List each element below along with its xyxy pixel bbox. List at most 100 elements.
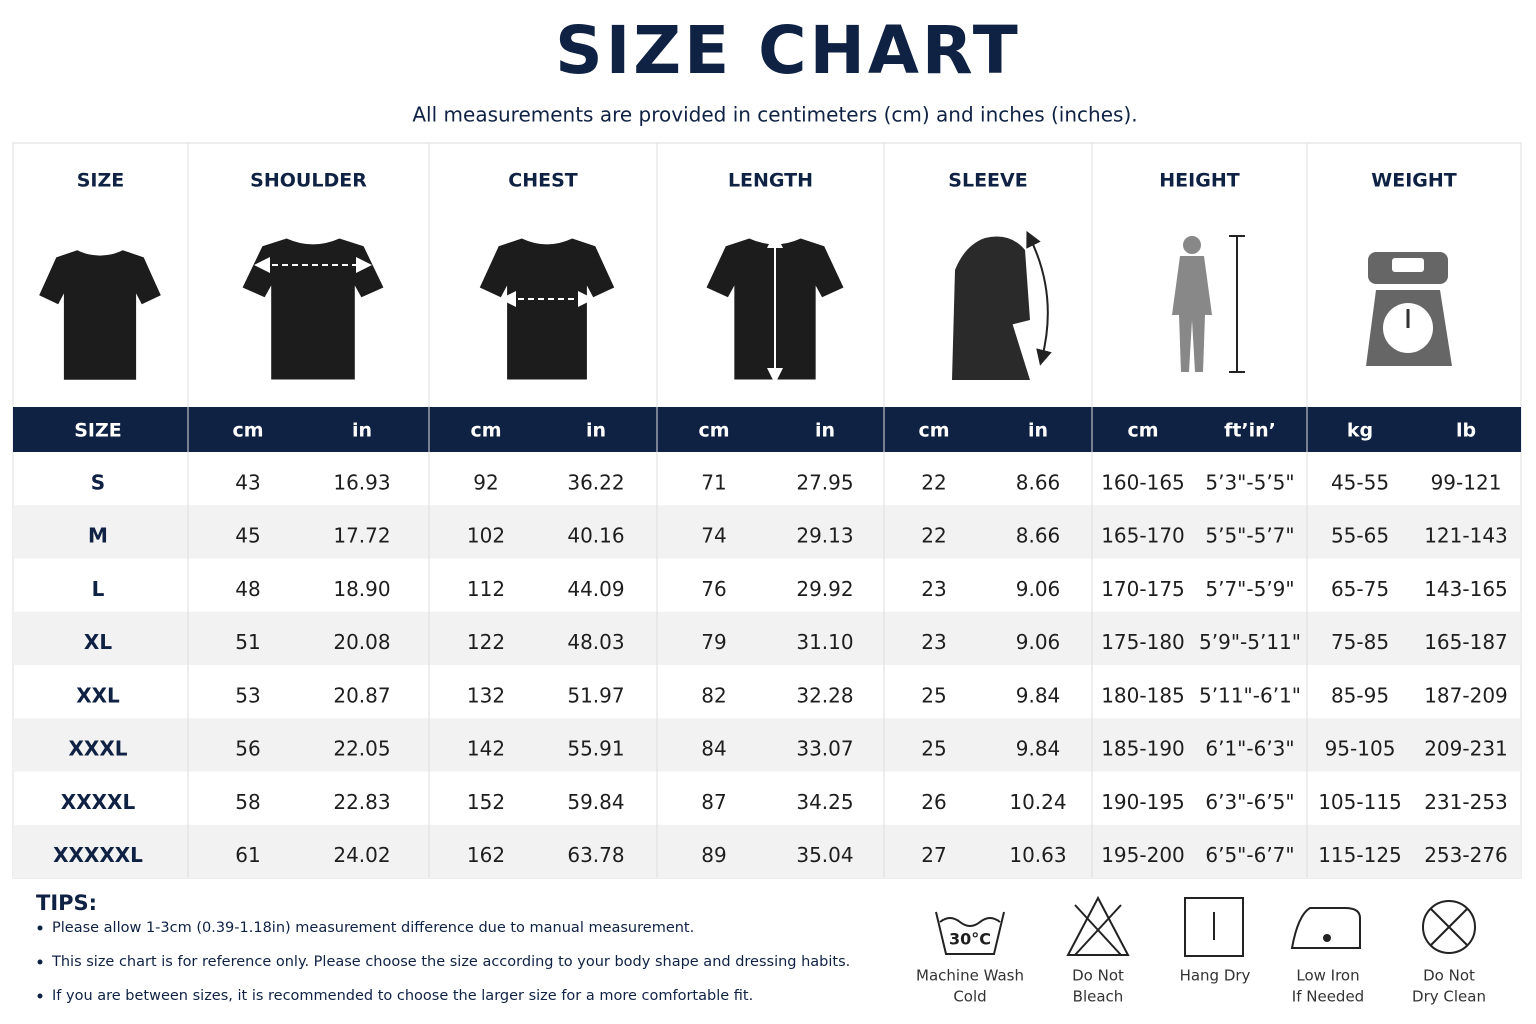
care-label: Cold [953,988,986,1006]
table-cell: 20.08 [333,630,390,654]
care-label: Low Iron [1296,967,1359,985]
table-cell: 65-75 [1331,577,1389,601]
table-cell: 59.84 [567,790,624,814]
table-cell: 165-170 [1101,524,1185,548]
table-cell: 5’9"-5’11" [1199,630,1301,654]
table-cell: 43 [235,470,260,494]
table-cell: 16.93 [333,470,390,494]
table-cell: 175-180 [1101,630,1185,654]
sub-header: cm [698,420,729,442]
table-cell: 115-125 [1318,843,1402,867]
table-cell: 9.84 [1016,683,1061,707]
size-label: L [92,577,105,601]
size-label: XXXXXL [53,843,143,867]
column-header: SHOULDER [250,170,367,192]
table-cell: 29.13 [796,524,853,548]
table-cell: 63.78 [567,843,624,867]
table-cell: 10.63 [1009,843,1066,867]
care-label: Hang Dry [1180,967,1251,985]
sub-header: in [352,420,372,442]
table-cell: 152 [467,790,505,814]
table-cell: 8.66 [1016,470,1061,494]
table-cell: 10.24 [1009,790,1066,814]
column-header: WEIGHT [1371,170,1457,192]
table-cell: 121-143 [1424,524,1508,548]
care-label: If Needed [1292,988,1364,1006]
table-cell: 18.90 [333,577,390,601]
care-label: Do Not [1072,967,1124,985]
table-cell: 22.05 [333,737,390,761]
subheader-bar [13,407,1521,452]
table-cell: 31.10 [796,630,853,654]
table-cell: 143-165 [1424,577,1508,601]
table-cell: 75-85 [1331,630,1389,654]
table-cell: 27 [921,843,946,867]
table-cell: 23 [921,577,946,601]
table-cell: 6’3"-6’5" [1205,790,1294,814]
table-cell: 61 [235,843,260,867]
sub-header: cm [232,420,263,442]
tip: Please allow 1-3cm (0.39-1.18in) measure… [52,920,694,936]
row-stripe [13,718,1521,772]
column-header: SIZE [77,170,125,192]
table-cell: 5’5"-5’7" [1205,524,1294,548]
table-cell: 195-200 [1101,843,1185,867]
table-cell: 53 [235,683,260,707]
table-cell: 32.28 [796,683,853,707]
table-cell: 22.83 [333,790,390,814]
table-cell: 85-95 [1331,683,1389,707]
table-cell: 187-209 [1424,683,1508,707]
size-label: S [91,470,105,494]
bullet [37,959,43,965]
table-cell: 6’1"-6’3" [1205,737,1294,761]
row-stripe [13,505,1521,559]
tip: If you are between sizes, it is recommen… [52,988,753,1004]
table-cell: 185-190 [1101,737,1185,761]
table-cell: 87 [701,790,726,814]
care-label: Dry Clean [1412,988,1486,1006]
table-cell: 25 [921,683,946,707]
table-cell: 71 [701,470,726,494]
table-cell: 112 [467,577,505,601]
size-label: XXL [76,683,120,707]
table-cell: 95-105 [1325,737,1396,761]
table-cell: 36.22 [567,470,624,494]
sub-header: kg [1347,420,1373,442]
bullet [37,925,43,931]
wash-temp: 30°C [949,930,991,949]
table-cell: 105-115 [1318,790,1402,814]
care-label: Machine Wash [916,967,1024,985]
table-cell: 165-187 [1424,630,1508,654]
care-icons [935,895,1476,957]
size-label: XXXL [68,737,127,761]
table-cell: 99-121 [1431,470,1502,494]
sub-header: in [1028,420,1048,442]
table-cell: 6’5"-6’7" [1205,843,1294,867]
sub-header: lb [1456,420,1476,442]
size-label: M [88,524,108,548]
sub-header: SIZE [74,420,122,442]
table-cell: 84 [701,737,726,761]
size-label: XL [84,630,112,654]
table-cell: 5’7"-5’9" [1205,577,1294,601]
row-stripe [13,824,1521,878]
table-cell: 55.91 [567,737,624,761]
table-cell: 48 [235,577,260,601]
table-cell: 142 [467,737,505,761]
column-header: LENGTH [728,170,813,192]
care-label: Bleach [1073,988,1124,1006]
table-cell: 9.06 [1016,630,1061,654]
subtitle: All measurements are provided in centime… [412,103,1137,127]
table-cell: 22 [921,524,946,548]
title: SIZE CHART [555,12,1021,89]
table-cell: 29.92 [796,577,853,601]
table-cell: 45-55 [1331,470,1389,494]
bullet [37,993,43,999]
sub-header: in [815,420,835,442]
table-cell: 190-195 [1101,790,1185,814]
illustrations [39,230,1452,384]
size-label: XXXXL [61,790,136,814]
table-cell: 24.02 [333,843,390,867]
table-cell: 26 [921,790,946,814]
